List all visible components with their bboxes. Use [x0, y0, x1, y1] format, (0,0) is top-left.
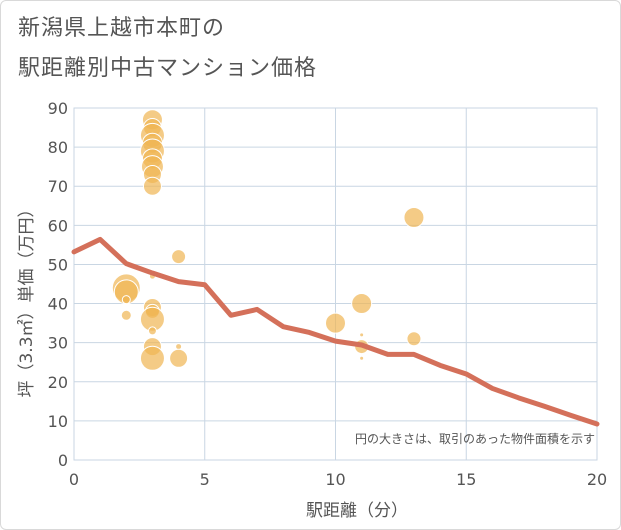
data-bubble — [406, 331, 422, 347]
y-tick-label: 10 — [48, 412, 68, 431]
x-tick-label: 5 — [200, 470, 210, 489]
data-bubble — [351, 293, 373, 315]
x-tick-label: 10 — [325, 470, 345, 489]
grid-lines — [73, 107, 598, 461]
chart-title-line-2: 駅距離別中古マンション価格 — [18, 56, 318, 81]
data-bubble — [169, 348, 189, 368]
y-tick-label: 40 — [48, 295, 68, 314]
y-tick-label: 70 — [48, 177, 68, 196]
y-axis-label: 坪（3.3㎡）単価（万円） — [17, 200, 37, 397]
trend-line-layer — [71, 236, 600, 427]
x-tick-label: 15 — [456, 470, 476, 489]
bubble-layer — [111, 109, 425, 371]
data-bubble — [142, 176, 162, 196]
y-tick-label: 60 — [48, 216, 68, 235]
data-bubble — [120, 309, 132, 321]
data-bubble — [121, 295, 131, 305]
data-bubble — [175, 343, 183, 351]
y-tick-label: 80 — [48, 138, 68, 157]
plot-border — [73, 107, 598, 461]
y-tick-label: 30 — [48, 334, 68, 353]
x-tick-label: 20 — [587, 470, 607, 489]
y-tick-label: 0 — [58, 451, 68, 470]
x-axis-label: 駅距離（分） — [306, 501, 408, 521]
average-price-line — [71, 236, 600, 427]
data-bubble — [325, 312, 346, 334]
y-tick-label: 90 — [48, 99, 68, 118]
y-tick-label: 50 — [48, 255, 68, 274]
y-tick-label: 20 — [48, 373, 68, 392]
data-bubble — [359, 355, 365, 361]
data-bubble — [139, 345, 165, 371]
data-bubble — [359, 332, 365, 338]
data-bubble — [403, 207, 425, 229]
chart-title-line-1: 新潟県上越市本町の — [18, 16, 226, 41]
bubble-size-note: 円の大きさは、取引のあった物件面積を示す — [355, 431, 595, 446]
axes: 0 5 10 15 20 0 10 20 30 40 50 60 70 80 90 — [48, 99, 608, 489]
data-bubble — [147, 326, 157, 336]
x-tick-label: 0 — [69, 470, 79, 489]
data-bubble — [171, 249, 187, 265]
